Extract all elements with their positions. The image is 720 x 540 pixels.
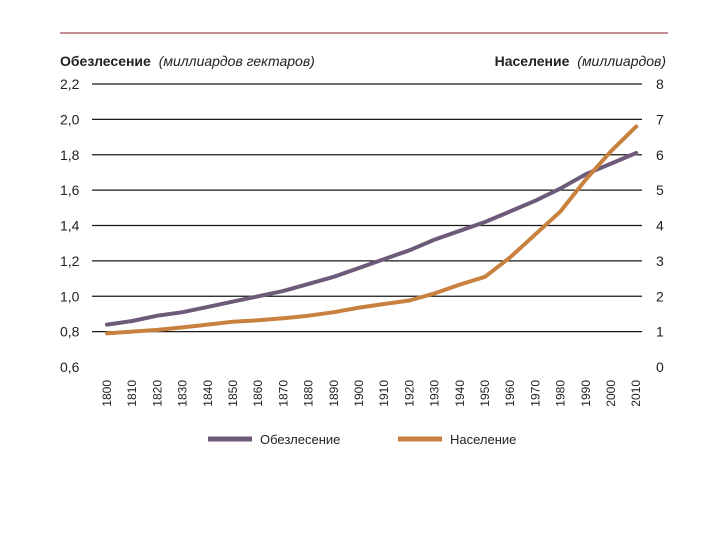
x-tick-label: 1890 xyxy=(327,380,341,407)
x-tick-label: 1800 xyxy=(100,380,114,407)
x-tick-label: 1940 xyxy=(453,380,467,407)
right-axis-ticks: 0 1 2 3 4 5 6 7 8 xyxy=(656,76,664,375)
left-tick-label: 0,8 xyxy=(60,324,80,340)
x-tick-label: 1950 xyxy=(478,380,492,407)
left-tick-label: 1,8 xyxy=(60,147,80,163)
right-tick-label: 1 xyxy=(656,324,664,340)
x-tick-label: 1920 xyxy=(402,380,416,407)
population-line xyxy=(105,124,639,336)
deforestation-line xyxy=(105,151,639,327)
legend: Обезлесение Население xyxy=(208,432,516,447)
left-tick-label: 1,6 xyxy=(60,182,80,198)
right-tick-label: 4 xyxy=(656,218,664,234)
left-axis-ticks: 0,6 0,8 1,0 1,2 1,4 1,6 1,8 2,0 2,2 xyxy=(60,76,80,375)
x-tick-label: 1850 xyxy=(226,380,240,407)
right-tick-label: 3 xyxy=(656,253,664,269)
left-tick-label: 1,2 xyxy=(60,253,80,269)
x-tick-label: 1860 xyxy=(251,380,265,407)
series-lines xyxy=(105,124,639,336)
x-tick-label: 1880 xyxy=(302,380,316,407)
legend-label-deforestation: Обезлесение xyxy=(260,432,340,447)
x-tick-label: 1820 xyxy=(150,380,164,407)
x-tick-label: 2000 xyxy=(604,380,618,407)
x-tick-label: 1990 xyxy=(579,380,593,407)
x-tick-label: 1900 xyxy=(352,380,366,407)
x-tick-label: 1810 xyxy=(125,380,139,407)
right-tick-label: 7 xyxy=(656,111,664,127)
right-tick-label: 6 xyxy=(656,147,664,163)
left-tick-label: 2,2 xyxy=(60,76,80,92)
x-tick-label: 1910 xyxy=(377,380,391,407)
left-tick-label: 1,0 xyxy=(60,288,80,304)
x-axis-ticks: 1800 1810 1820 1830 1840 1850 1860 1870 1880 1890… xyxy=(100,380,643,407)
left-tick-label: 2,0 xyxy=(60,111,80,127)
left-tick-label: 1,4 xyxy=(60,218,80,234)
x-tick-label: 1870 xyxy=(276,380,290,407)
x-tick-label: 1840 xyxy=(201,380,215,407)
x-tick-label: 1930 xyxy=(428,380,442,407)
right-tick-label: 5 xyxy=(656,182,664,198)
left-tick-label: 0,6 xyxy=(60,359,80,375)
x-tick-label: 2010 xyxy=(629,380,643,407)
x-tick-label: 1980 xyxy=(554,380,568,407)
legend-label-population: Население xyxy=(450,432,516,447)
right-tick-label: 8 xyxy=(656,76,664,92)
x-tick-label: 1960 xyxy=(503,380,517,407)
left-axis-title: Обезлесение (миллиардов гектаров) xyxy=(60,53,315,69)
right-axis-title: Население (миллиардов) xyxy=(495,53,666,69)
right-tick-label: 2 xyxy=(656,288,664,304)
x-tick-label: 1970 xyxy=(528,380,542,407)
x-tick-label: 1830 xyxy=(176,380,190,407)
grid-lines xyxy=(92,83,642,333)
right-tick-label: 0 xyxy=(656,359,664,375)
